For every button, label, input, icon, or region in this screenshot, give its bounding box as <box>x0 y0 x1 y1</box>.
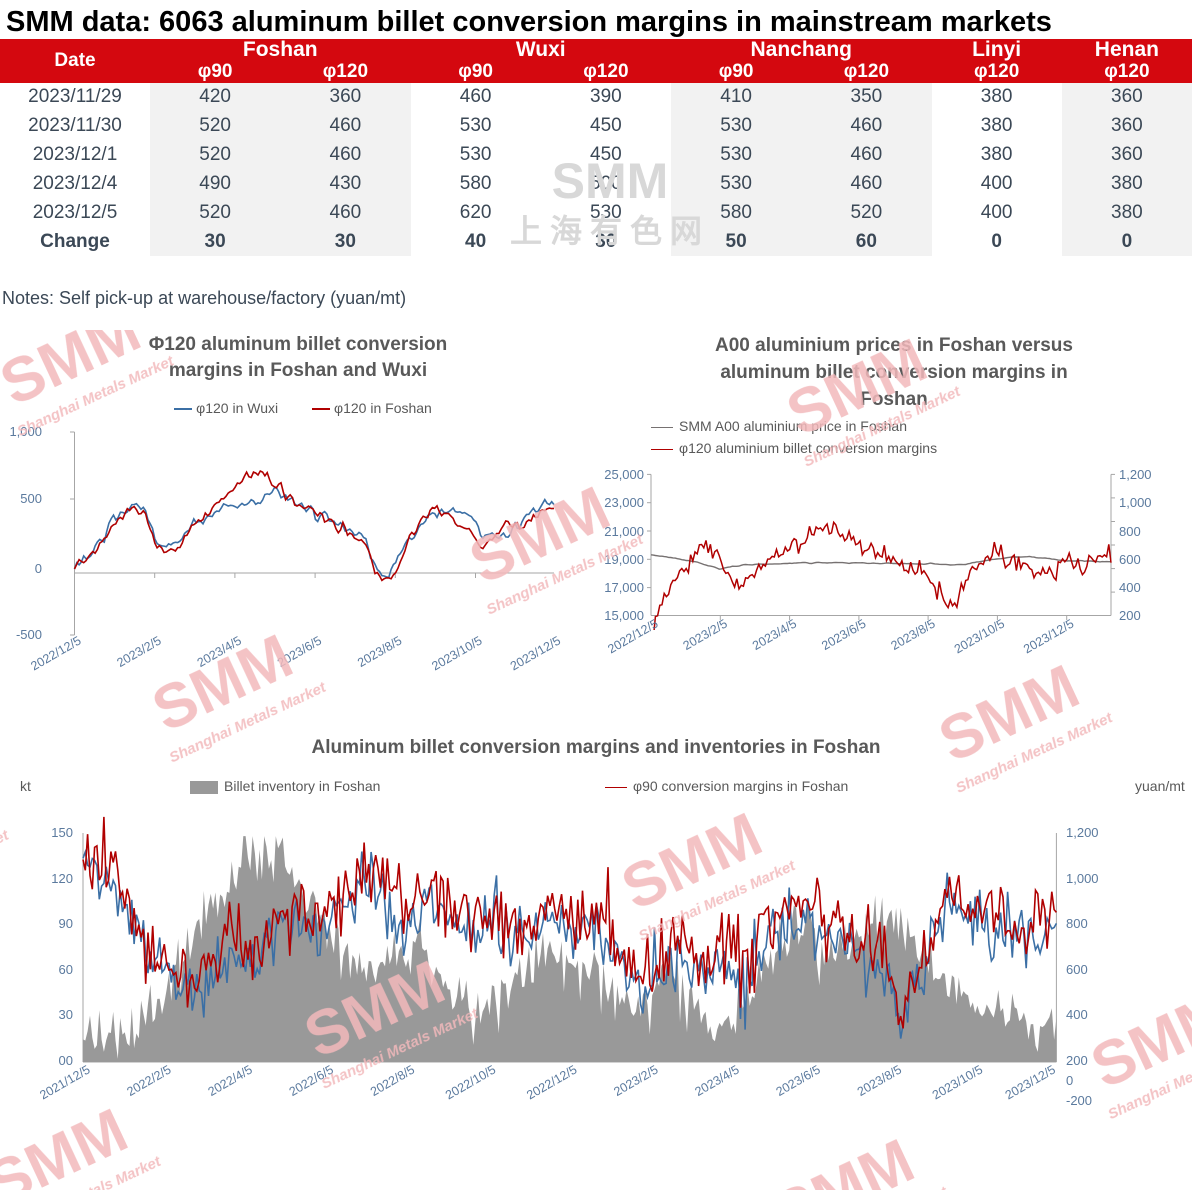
svg-text:2022/12/5: 2022/12/5 <box>605 616 660 656</box>
svg-text:2021/12/5: 2021/12/5 <box>37 1062 92 1102</box>
svg-text:2023/4/5: 2023/4/5 <box>750 616 799 652</box>
svg-text:2022/2/5: 2022/2/5 <box>124 1062 173 1098</box>
svg-text:800: 800 <box>1066 916 1088 931</box>
svg-text:600: 600 <box>1119 552 1141 567</box>
svg-text:600: 600 <box>1066 962 1088 977</box>
svg-text:2022/8/5: 2022/8/5 <box>368 1062 417 1098</box>
svg-text:2023/10/5: 2023/10/5 <box>952 616 1007 656</box>
svg-text:2023/6/5: 2023/6/5 <box>819 616 868 652</box>
svg-text:500: 500 <box>20 491 42 506</box>
svg-text:2023/8/5: 2023/8/5 <box>889 616 938 652</box>
svg-text:2023/12/5: 2023/12/5 <box>508 633 563 673</box>
svg-text:2022/6/5: 2022/6/5 <box>287 1062 336 1098</box>
svg-text:2023/10/5: 2023/10/5 <box>429 633 484 673</box>
svg-text:2022/10/5: 2022/10/5 <box>443 1062 498 1102</box>
svg-text:2023/12/5: 2023/12/5 <box>1021 616 1076 656</box>
svg-text:0: 0 <box>35 561 42 576</box>
svg-text:23,000: 23,000 <box>604 495 644 510</box>
svg-text:17,000: 17,000 <box>604 580 644 595</box>
svg-text:1,000: 1,000 <box>1066 871 1099 886</box>
svg-text:2023/4/5: 2023/4/5 <box>195 633 244 669</box>
svg-text:90: 90 <box>59 916 73 931</box>
svg-text:2023/6/5: 2023/6/5 <box>275 633 324 669</box>
svg-text:60: 60 <box>59 962 73 977</box>
svg-text:2023/4/5: 2023/4/5 <box>693 1062 742 1098</box>
svg-text:150: 150 <box>51 825 73 840</box>
svg-text:1,200: 1,200 <box>1119 467 1152 482</box>
svg-text:2023/8/5: 2023/8/5 <box>855 1062 904 1098</box>
svg-text:2023/8/5: 2023/8/5 <box>355 633 404 669</box>
svg-text:1,000: 1,000 <box>1119 495 1152 510</box>
svg-text:400: 400 <box>1119 580 1141 595</box>
svg-text:2023/12/5: 2023/12/5 <box>1003 1062 1058 1102</box>
svg-text:800: 800 <box>1119 524 1141 539</box>
svg-text:30: 30 <box>59 1007 73 1022</box>
svg-text:25,000: 25,000 <box>604 467 644 482</box>
svg-text:21,000: 21,000 <box>604 524 644 539</box>
svg-text:120: 120 <box>51 871 73 886</box>
svg-text:2023/2/5: 2023/2/5 <box>611 1062 660 1098</box>
svg-text:1,200: 1,200 <box>1066 825 1099 840</box>
svg-text:2023/2/5: 2023/2/5 <box>115 633 164 669</box>
svg-text:2022/4/5: 2022/4/5 <box>206 1062 255 1098</box>
svg-text:400: 400 <box>1066 1007 1088 1022</box>
svg-text:2022/12/5: 2022/12/5 <box>524 1062 579 1102</box>
svg-text:1,000: 1,000 <box>9 424 42 439</box>
svg-text:2023/6/5: 2023/6/5 <box>774 1062 823 1098</box>
svg-text:2023/2/5: 2023/2/5 <box>681 616 730 652</box>
svg-text:2023/10/5: 2023/10/5 <box>930 1062 985 1102</box>
svg-text:2022/12/5: 2022/12/5 <box>28 633 83 673</box>
svg-text:19,000: 19,000 <box>604 552 644 567</box>
